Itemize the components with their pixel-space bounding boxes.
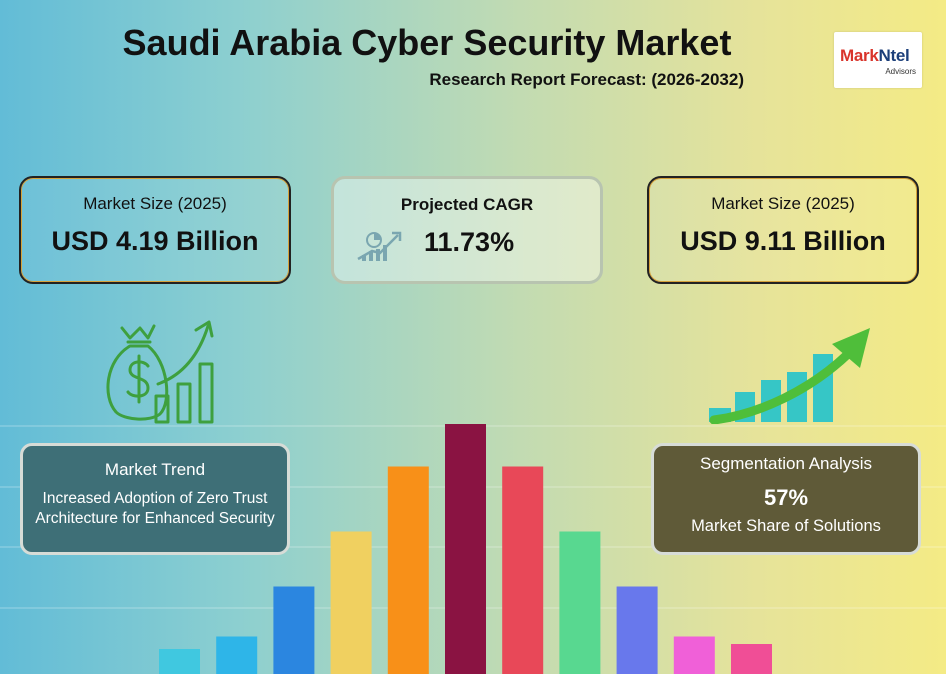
segmentation-value: 57% [763,485,809,510]
money-bag-growth-icon [106,320,214,424]
segmentation-description: Market Share of Solutions [691,517,881,535]
logo-sub: Advisors [885,67,916,76]
card-value: USD 9.11 Billion [680,226,886,256]
market-trend-box: Market Trend Increased Adoption of Zero … [20,443,290,555]
segmentation-box: Segmentation Analysis 57% Market Share o… [651,443,921,555]
chart-bar-10 [673,636,715,674]
trend-body: Increased Adoption of Zero Trust Archite… [35,490,275,527]
chart-bar-5 [387,466,429,674]
chart-bar-7 [502,466,544,674]
logo-mark: MarkNtel [840,46,910,65]
marknte-logo: MarkNtel Advisors [834,32,922,88]
card-label: Market Size (2025) [83,194,227,213]
chart-bar-3 [273,586,315,674]
segmentation-title: Segmentation Analysis [700,454,872,473]
card-label: Market Size (2025) [711,194,855,213]
chart-bar-9 [616,586,658,674]
chart-bar-1 [159,649,200,674]
chart-bar-2 [216,636,258,674]
card-value: USD 4.19 Billion [51,226,259,256]
card-label: Projected CAGR [400,195,534,214]
market-size-card-right: Market Size (2025) USD 9.11 Billion [647,176,919,284]
page-title: Saudi Arabia Cyber Security Market [122,22,732,63]
growth-chart-icon [709,328,870,424]
chart-bar-11 [731,644,772,674]
chart-bar-4 [330,531,372,674]
cagr-card: Projected CAGR 11.73% [331,176,603,284]
card-value: 11.73% [424,227,515,257]
page-subtitle: Research Report Forecast: (2026-2032) [429,70,744,89]
chart-bar-8 [559,531,601,674]
cagr-icon [357,231,402,261]
trend-title: Market Trend [104,460,206,479]
chart-bar-6 [445,424,486,674]
market-size-card-left: Market Size (2025) USD 4.19 Billion [19,176,291,284]
